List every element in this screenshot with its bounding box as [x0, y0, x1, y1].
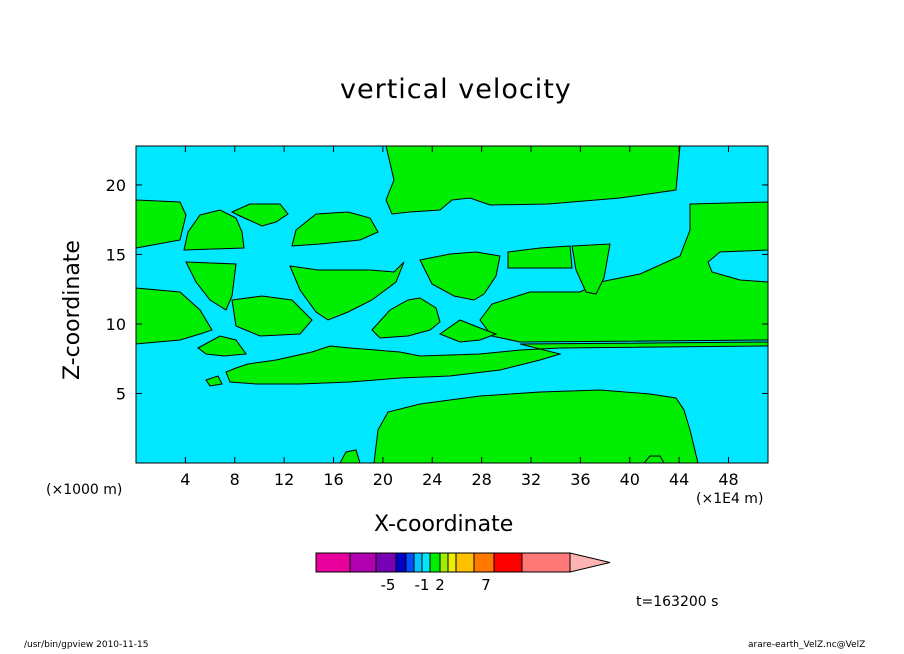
- footer-right: arare-earth_VelZ.nc@VelZ: [748, 640, 866, 650]
- colorbar-swatch: [413, 552, 423, 573]
- mid-lower-center-2: [438, 319, 498, 343]
- mid-wedge-2: [289, 261, 405, 321]
- colorbar-swatch: [315, 552, 351, 573]
- x-tick-label: 20: [373, 470, 393, 489]
- contour-regions: [135, 145, 769, 464]
- x-tick-label: 36: [570, 470, 590, 489]
- x-tick-label: 32: [521, 470, 541, 489]
- mid-lower-center: [371, 297, 441, 339]
- colorbar-swatch: [439, 552, 449, 573]
- x-tick-label: 4: [180, 470, 190, 489]
- colorbar-swatch: [405, 552, 415, 573]
- colorbar-swatch: [473, 552, 495, 573]
- colorbar-swatch: [395, 552, 407, 573]
- left-tiny-blob: [205, 375, 223, 387]
- colorbar-swatch: [493, 552, 523, 573]
- colorbar-swatch: [349, 552, 377, 573]
- y-tick-label: 10: [106, 315, 126, 334]
- upper-mid-dome: [230, 203, 289, 227]
- colorbar-swatch: [455, 552, 475, 573]
- x-tick-label: 44: [669, 470, 689, 489]
- upper-mid-dome-2: [291, 211, 379, 247]
- mid-wedge-4: [571, 243, 611, 295]
- plot-frame: [135, 145, 769, 464]
- colorbar-tick-label: 7: [481, 576, 491, 594]
- mid-left-band: [135, 287, 213, 345]
- colorbar-tick-label: -1: [415, 576, 430, 594]
- footer-left: /usr/bin/gpview 2010-11-15: [24, 640, 149, 650]
- colorbar-swatch: [447, 552, 457, 573]
- y-tick-label: 20: [106, 176, 126, 195]
- upper-left-dome: [183, 209, 245, 251]
- time-label: t=163200 s: [636, 594, 719, 610]
- mid-lower-left: [231, 295, 313, 337]
- lower-band: [225, 341, 769, 385]
- x-tick-label: 16: [323, 470, 343, 489]
- colorbar-arrow: [569, 552, 611, 573]
- left-small-blob: [197, 335, 247, 357]
- upper-band-right: [385, 145, 681, 215]
- colorbar-swatch: [521, 552, 571, 573]
- x-tick-label: 12: [274, 470, 294, 489]
- colorbar: -5 -1 2 7: [315, 552, 611, 594]
- chart-title: vertical velocity: [340, 74, 572, 105]
- x-scale-label: (×1000 m): [46, 482, 123, 498]
- colorbar-swatch: [375, 552, 397, 573]
- x-tick-label: 24: [422, 470, 442, 489]
- x-ticks: 4 8 12 16 20 24 28 32 36 40 44 48: [180, 146, 739, 489]
- x-tick-label: 48: [718, 470, 738, 489]
- x-tick-label: 8: [230, 470, 240, 489]
- colorbar-swatch: [429, 552, 441, 573]
- x-factor-label: (×1E4 m): [696, 491, 764, 507]
- colorbar-swatch: [421, 552, 431, 573]
- bottom-band: [373, 389, 699, 464]
- mid-strip-right: [507, 245, 573, 269]
- colorbar-tick-label: 2: [435, 576, 445, 594]
- y-tick-label: 5: [116, 384, 126, 403]
- x-axis-label: X-coordinate: [374, 512, 514, 537]
- mid-wedge-1: [185, 261, 237, 311]
- right-upper-band: [479, 201, 769, 343]
- x-tick-label: 40: [620, 470, 640, 489]
- y-tick-label: 15: [106, 245, 126, 264]
- mid-wedge-3: [419, 251, 501, 301]
- colorbar-tick-label: -5: [381, 576, 396, 594]
- y-axis-label: Z-coordinate: [60, 240, 85, 380]
- x-tick-label: 28: [471, 470, 491, 489]
- y-ticks: 5 10 15 20: [106, 176, 768, 403]
- axes: [135, 145, 769, 464]
